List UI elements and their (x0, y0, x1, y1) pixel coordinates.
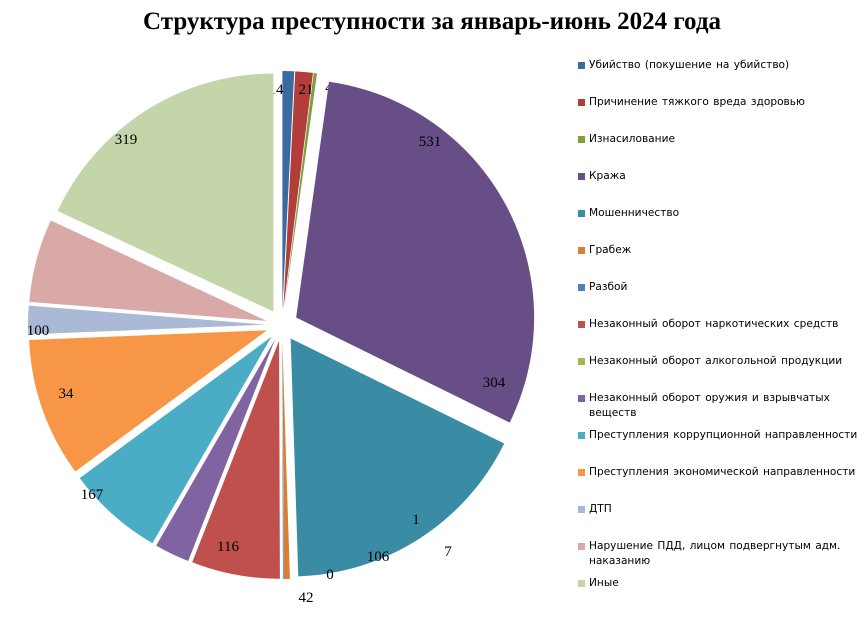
pie-slice-11 (79, 336, 272, 544)
legend-label: Незаконный оборот алкогольной продукции (589, 355, 843, 367)
legend-label: Незаконный оборот наркотических средств (589, 318, 839, 330)
pie-slice-7 (282, 340, 284, 579)
legend-swatch (578, 321, 585, 328)
legend-swatch (578, 432, 585, 439)
legend-label: Убийство (покушение на убийство) (589, 59, 790, 71)
legend-swatch (578, 247, 585, 254)
legend-label: Изнасилование (589, 133, 676, 145)
chart-title: Структура преступности за январь-июнь 20… (143, 8, 721, 35)
legend-label: Причинение тяжкого вреда здоровью (589, 96, 805, 108)
data-label-11: 116 (217, 539, 239, 555)
pie-slice-13 (28, 305, 267, 335)
legend-label: Незаконный оборот оружия и взрывчатых ве… (589, 392, 830, 419)
legend-label: Иные (589, 577, 619, 589)
legend-label: Мошенничество (589, 207, 680, 219)
legend-label: Кража (589, 170, 626, 182)
legend-label: Преступления экономической направленност… (589, 466, 856, 478)
legend-swatch (578, 284, 585, 291)
pie-slice-3 (284, 72, 318, 310)
pie-slice-8 (192, 340, 280, 579)
data-label-6: 7 (444, 544, 452, 560)
legend-label: Грабеж (589, 244, 632, 256)
data-label-15: 319 (115, 132, 138, 148)
legend-swatch (578, 395, 585, 402)
data-label-5: 304 (483, 375, 506, 391)
data-label-2: 21 (299, 82, 314, 98)
legend-swatch (578, 358, 585, 365)
data-label-10: 42 (299, 590, 314, 606)
legend-swatch (578, 62, 585, 69)
pie-slice-14 (29, 220, 267, 321)
legend-swatch (578, 173, 585, 180)
legend-label: ДТП (589, 503, 612, 515)
pie-slice-12 (29, 330, 267, 472)
legend-swatch (578, 469, 585, 476)
legend-swatch (578, 99, 585, 106)
pie-slice-1 (282, 71, 295, 310)
pie-slice-10 (156, 339, 276, 562)
data-label-8: 106 (367, 549, 390, 565)
pie-slice-15 (57, 73, 274, 312)
data-label-14: 100 (27, 323, 50, 339)
legend-swatch (578, 136, 585, 143)
data-label-9: 0 (326, 567, 334, 583)
data-label-12: 167 (81, 487, 104, 503)
legend-label: Преступления коррупционной направленност… (589, 429, 858, 441)
data-label-13: 34 (59, 386, 75, 402)
data-label-4: 531 (419, 134, 442, 150)
legend-swatch (578, 543, 585, 550)
data-label-7: 1 (412, 512, 420, 528)
legend-swatch (578, 580, 585, 587)
legend-label: Нарушение ПДД, лицом подвергнутым адм. н… (589, 540, 841, 567)
pie-slice-6 (282, 340, 290, 579)
pie-slice-2 (283, 71, 313, 310)
legend-swatch (578, 506, 585, 513)
pie-slice-5 (290, 338, 505, 577)
legend-swatch (578, 210, 585, 217)
legend-label: Разбой (589, 281, 628, 293)
pie-slice-4 (296, 81, 535, 423)
